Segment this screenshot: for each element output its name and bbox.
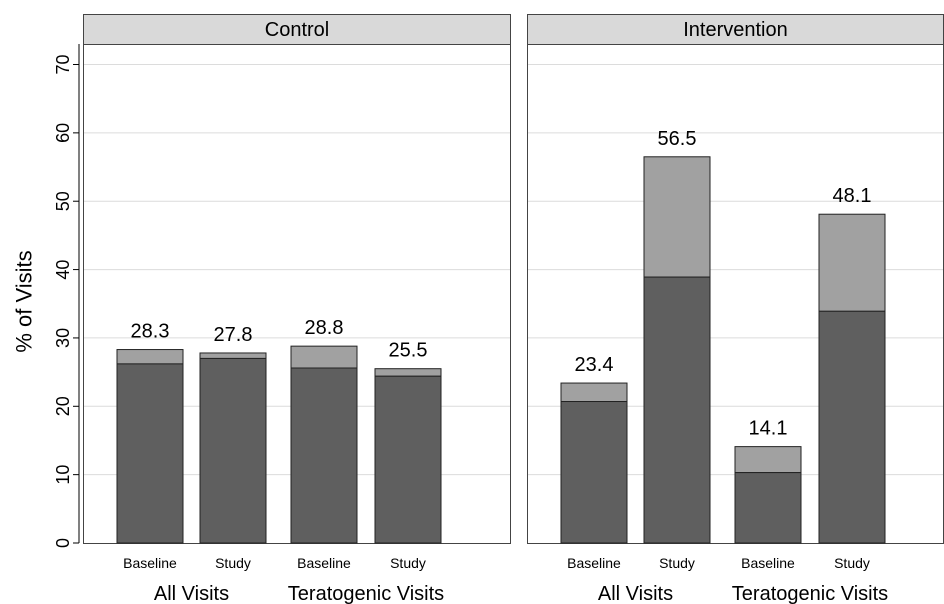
panel-title: Intervention [683,19,788,41]
group-label: All Visits [598,583,673,604]
panel-strip [527,14,944,45]
bar-lower-segment [560,401,628,544]
bar-lower-segment [643,276,711,544]
bar-upper-segment [560,382,628,403]
group-label: Teratogenic Visits [732,583,888,604]
panel-title: Control [265,19,329,41]
bar-value-label: 23.4 [575,354,614,376]
bar-upper-segment [818,213,886,312]
bar-value-label: 28.8 [305,317,344,339]
category-label: Study [834,555,870,571]
category-label: Study [659,555,695,571]
bar-value-label: 25.5 [389,340,428,362]
group-label: All Visits [154,583,229,604]
category-label: Study [215,555,251,571]
bar-lower-segment [116,363,184,544]
panel-border [83,44,511,544]
y-tick-label: 60 [53,123,73,143]
y-tick-label: 10 [53,465,73,485]
category-label: Study [390,555,426,571]
bar-value-label: 56.5 [658,128,697,150]
bar-upper-segment [290,345,358,369]
y-tick-label: 40 [53,260,73,280]
y-axis-label: % of Visits [12,250,37,352]
bar-upper-segment [199,352,267,359]
bar-upper-segment [374,368,442,377]
bar-lower-segment [374,375,442,544]
bar-value-label: 48.1 [833,185,872,207]
y-tick-label: 70 [53,54,73,74]
category-label: Baseline [297,555,351,571]
bar-lower-segment [290,367,358,544]
bar-upper-segment [734,446,802,474]
y-tick-label: 50 [53,191,73,211]
bar-lower-segment [734,472,802,544]
bar-value-label: 28.3 [131,321,170,343]
category-label: Baseline [741,555,795,571]
y-tick-label: 30 [53,328,73,348]
y-tick-label: 20 [53,396,73,416]
bar-value-label: 27.8 [214,324,253,346]
category-label: Baseline [567,555,621,571]
bar-value-label: 14.1 [749,418,788,440]
category-label: Baseline [123,555,177,571]
bar-lower-segment [199,357,267,544]
y-tick-label: 0 [53,538,73,548]
group-label: Teratogenic Visits [288,583,444,604]
bar-lower-segment [818,310,886,544]
bar-upper-segment [116,349,184,365]
bar-upper-segment [643,156,711,278]
